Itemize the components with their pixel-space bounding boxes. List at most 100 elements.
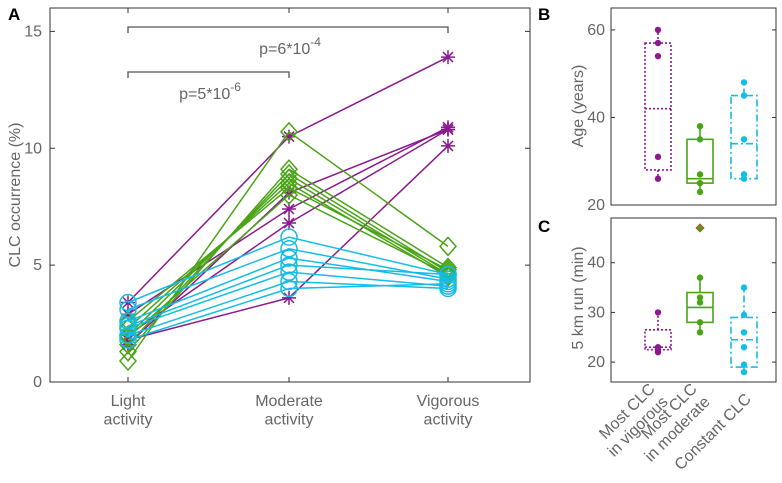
significance-bracket (127, 71, 290, 78)
asterisk-marker (282, 202, 296, 217)
data-point (696, 179, 704, 187)
circle-marker (119, 319, 137, 337)
asterisk-marker (121, 295, 135, 310)
data-point (696, 319, 704, 326)
data-point (740, 171, 748, 178)
asterisk-marker (282, 129, 296, 144)
data-point (740, 368, 748, 376)
series-diamond (118, 121, 458, 372)
panel-a-y-tick-label: 5 (33, 257, 42, 274)
data-point (696, 294, 704, 301)
panel-b-group (686, 123, 714, 196)
data-point (654, 153, 662, 161)
data-point (740, 175, 748, 182)
data-point (696, 171, 704, 178)
circle-marker (119, 293, 137, 312)
panel-a-y-tick-label: 15 (24, 23, 42, 40)
circle-marker (280, 249, 298, 267)
panel-letter-c: C (538, 217, 550, 236)
circle-marker (119, 326, 137, 344)
subject-line (127, 236, 449, 304)
data-point (654, 344, 662, 351)
panel-a-x-tick-label: Moderate activity (255, 393, 323, 428)
panel-b-box-plot: Age (years) 20 40 60 (570, 7, 777, 214)
panel-c-group (644, 309, 672, 356)
diamond-marker (279, 177, 299, 199)
data-point (740, 284, 748, 291)
data-point (740, 79, 748, 86)
asterisk-marker (441, 122, 455, 137)
circle-marker (439, 275, 457, 293)
data-point (654, 175, 662, 182)
subject-line (127, 280, 449, 337)
panel-a-x-tick-label-line: Light (111, 393, 146, 410)
panel-b-y-tick-label: 40 (587, 109, 605, 126)
p-value-base: p=5*10 (179, 86, 230, 103)
data-point (654, 309, 662, 316)
panel-b-group (730, 79, 758, 182)
diamond-marker (118, 350, 138, 372)
data-point (696, 136, 704, 143)
panel-a-x-tick-label: Vigorous activity (417, 393, 480, 428)
panel-a-y-tick-label: 0 (33, 374, 42, 391)
series-asterisk (121, 50, 455, 352)
asterisk-marker (441, 50, 455, 65)
asterisk-marker (282, 216, 296, 231)
box-iqr (730, 316, 758, 368)
series-circle (119, 228, 457, 349)
panel-c-y-tick-label: 30 (587, 304, 605, 321)
panel-c-y-axis-label: 5 km run (min) (570, 246, 587, 349)
subject-line (127, 271, 449, 329)
diamond-marker (279, 173, 299, 194)
data-point (696, 329, 704, 336)
data-point (740, 311, 748, 319)
subject-line (127, 182, 449, 329)
data-point (696, 188, 704, 196)
p-value-exponent: -4 (310, 35, 321, 49)
data-point (740, 92, 748, 99)
box-iqr (644, 42, 672, 171)
panel-a-x-tick-label-line: activity (424, 411, 473, 428)
circle-marker (280, 272, 298, 291)
data-point (654, 39, 662, 47)
circle-marker (439, 265, 457, 284)
panel-b-axes-box (610, 7, 777, 206)
panel-a-x-tick-label: Light activity (104, 393, 153, 428)
diamond-marker (118, 311, 138, 332)
panel-c-group (730, 284, 758, 376)
data-point (740, 361, 748, 368)
panel-c-axes-box (610, 217, 777, 383)
asterisk-marker (121, 307, 135, 322)
panel-a-x-tick-label-line: Moderate (255, 393, 323, 410)
subject-line (127, 283, 449, 341)
circle-marker (439, 279, 457, 298)
p-value-exponent: -6 (230, 80, 241, 94)
data-point (696, 299, 704, 306)
asterisk-marker (441, 138, 455, 153)
subject-line (127, 130, 449, 362)
panel-c-group (686, 223, 714, 336)
panel-letter-b: B (538, 5, 550, 24)
panel-a-y-axis-label: CLC occurrence (%) (7, 123, 24, 268)
panel-a-x-tick-label-line: activity (265, 411, 314, 428)
panel-a-axes-box (49, 7, 531, 383)
panel-b-y-axis-label: Age (years) (570, 65, 587, 148)
panel-letter-a: A (8, 5, 20, 24)
panel-c-y-tick-label: 40 (587, 255, 605, 272)
circle-marker (280, 279, 298, 298)
diamond-marker (279, 121, 299, 143)
subject-line (127, 187, 449, 322)
data-point (654, 52, 662, 60)
asterisk-marker (282, 290, 296, 305)
panel-b-group (644, 26, 672, 182)
data-point (696, 274, 704, 281)
diamond-marker (438, 264, 458, 285)
data-point (696, 123, 704, 130)
data-point (740, 329, 748, 336)
subject-line (127, 248, 449, 311)
data-point (654, 26, 662, 34)
panel-a-x-tick-label-line: Vigorous (417, 393, 480, 410)
circle-marker (280, 228, 298, 246)
